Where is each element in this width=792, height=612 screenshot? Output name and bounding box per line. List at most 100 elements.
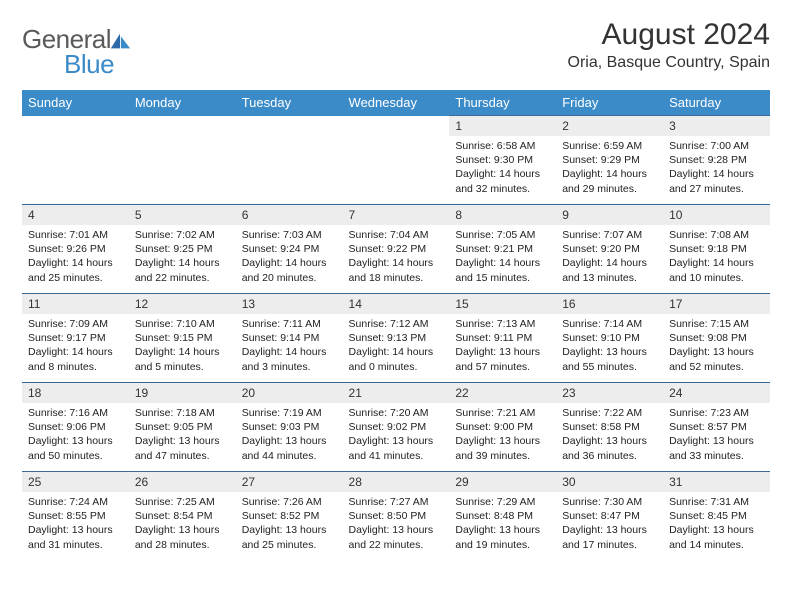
brand-logo: GeneralBlue: [22, 24, 131, 80]
day-cell: 17Sunrise: 7:15 AMSunset: 9:08 PMDayligh…: [663, 294, 770, 383]
day-number: 27: [236, 472, 343, 492]
day-number: 11: [22, 294, 129, 314]
day-cell: 18Sunrise: 7:16 AMSunset: 9:06 PMDayligh…: [22, 383, 129, 472]
day-details: Sunrise: 7:15 AMSunset: 9:08 PMDaylight:…: [663, 314, 770, 378]
day-cell: 31Sunrise: 7:31 AMSunset: 8:45 PMDayligh…: [663, 472, 770, 561]
day-details: Sunrise: 7:26 AMSunset: 8:52 PMDaylight:…: [236, 492, 343, 556]
day-number: 25: [22, 472, 129, 492]
day-details: Sunrise: 7:08 AMSunset: 9:18 PMDaylight:…: [663, 225, 770, 289]
weekday-header-row: SundayMondayTuesdayWednesdayThursdayFrid…: [22, 90, 770, 116]
day-cell: 21Sunrise: 7:20 AMSunset: 9:02 PMDayligh…: [343, 383, 450, 472]
day-cell: 19Sunrise: 7:18 AMSunset: 9:05 PMDayligh…: [129, 383, 236, 472]
day-details: Sunrise: 7:14 AMSunset: 9:10 PMDaylight:…: [556, 314, 663, 378]
day-details: Sunrise: 7:03 AMSunset: 9:24 PMDaylight:…: [236, 225, 343, 289]
day-cell: 11Sunrise: 7:09 AMSunset: 9:17 PMDayligh…: [22, 294, 129, 383]
header: GeneralBlue August 2024 Oria, Basque Cou…: [22, 18, 770, 80]
day-number: 14: [343, 294, 450, 314]
day-details: Sunrise: 7:25 AMSunset: 8:54 PMDaylight:…: [129, 492, 236, 556]
day-cell: 23Sunrise: 7:22 AMSunset: 8:58 PMDayligh…: [556, 383, 663, 472]
day-cell: 28Sunrise: 7:27 AMSunset: 8:50 PMDayligh…: [343, 472, 450, 561]
weekday-header: Tuesday: [236, 90, 343, 116]
day-cell: 14Sunrise: 7:12 AMSunset: 9:13 PMDayligh…: [343, 294, 450, 383]
weekday-header: Monday: [129, 90, 236, 116]
day-details: Sunrise: 7:10 AMSunset: 9:15 PMDaylight:…: [129, 314, 236, 378]
day-cell: 8Sunrise: 7:05 AMSunset: 9:21 PMDaylight…: [449, 205, 556, 294]
empty-cell: [343, 116, 450, 205]
empty-cell: [22, 116, 129, 205]
day-cell: 12Sunrise: 7:10 AMSunset: 9:15 PMDayligh…: [129, 294, 236, 383]
day-number: 2: [556, 116, 663, 136]
day-details: Sunrise: 7:18 AMSunset: 9:05 PMDaylight:…: [129, 403, 236, 467]
day-details: Sunrise: 7:20 AMSunset: 9:02 PMDaylight:…: [343, 403, 450, 467]
brand-name-2: Blue: [64, 49, 131, 80]
day-number: 17: [663, 294, 770, 314]
day-number: 10: [663, 205, 770, 225]
day-details: Sunrise: 7:04 AMSunset: 9:22 PMDaylight:…: [343, 225, 450, 289]
day-cell: 20Sunrise: 7:19 AMSunset: 9:03 PMDayligh…: [236, 383, 343, 472]
day-details: Sunrise: 7:11 AMSunset: 9:14 PMDaylight:…: [236, 314, 343, 378]
day-details: Sunrise: 7:09 AMSunset: 9:17 PMDaylight:…: [22, 314, 129, 378]
day-number: 8: [449, 205, 556, 225]
day-cell: 1Sunrise: 6:58 AMSunset: 9:30 PMDaylight…: [449, 116, 556, 205]
day-cell: 30Sunrise: 7:30 AMSunset: 8:47 PMDayligh…: [556, 472, 663, 561]
day-cell: 2Sunrise: 6:59 AMSunset: 9:29 PMDaylight…: [556, 116, 663, 205]
day-number: 29: [449, 472, 556, 492]
day-details: Sunrise: 7:05 AMSunset: 9:21 PMDaylight:…: [449, 225, 556, 289]
day-number: 26: [129, 472, 236, 492]
location-subtitle: Oria, Basque Country, Spain: [568, 54, 770, 72]
day-details: Sunrise: 7:21 AMSunset: 9:00 PMDaylight:…: [449, 403, 556, 467]
day-details: Sunrise: 7:12 AMSunset: 9:13 PMDaylight:…: [343, 314, 450, 378]
day-number: 19: [129, 383, 236, 403]
day-details: Sunrise: 7:22 AMSunset: 8:58 PMDaylight:…: [556, 403, 663, 467]
day-number: 22: [449, 383, 556, 403]
day-cell: 5Sunrise: 7:02 AMSunset: 9:25 PMDaylight…: [129, 205, 236, 294]
weekday-header: Thursday: [449, 90, 556, 116]
calendar-body: 1Sunrise: 6:58 AMSunset: 9:30 PMDaylight…: [22, 116, 770, 561]
day-number: 16: [556, 294, 663, 314]
empty-cell: [129, 116, 236, 205]
day-details: Sunrise: 7:31 AMSunset: 8:45 PMDaylight:…: [663, 492, 770, 556]
day-number: 20: [236, 383, 343, 403]
day-number: 3: [663, 116, 770, 136]
day-details: Sunrise: 7:13 AMSunset: 9:11 PMDaylight:…: [449, 314, 556, 378]
day-details: Sunrise: 7:24 AMSunset: 8:55 PMDaylight:…: [22, 492, 129, 556]
day-details: Sunrise: 6:58 AMSunset: 9:30 PMDaylight:…: [449, 136, 556, 200]
day-number: 31: [663, 472, 770, 492]
empty-cell: [236, 116, 343, 205]
day-cell: 7Sunrise: 7:04 AMSunset: 9:22 PMDaylight…: [343, 205, 450, 294]
day-cell: 13Sunrise: 7:11 AMSunset: 9:14 PMDayligh…: [236, 294, 343, 383]
day-details: Sunrise: 7:23 AMSunset: 8:57 PMDaylight:…: [663, 403, 770, 467]
day-number: 9: [556, 205, 663, 225]
day-number: 18: [22, 383, 129, 403]
day-number: 12: [129, 294, 236, 314]
day-number: 24: [663, 383, 770, 403]
day-details: Sunrise: 7:01 AMSunset: 9:26 PMDaylight:…: [22, 225, 129, 289]
day-details: Sunrise: 7:19 AMSunset: 9:03 PMDaylight:…: [236, 403, 343, 467]
weekday-header: Friday: [556, 90, 663, 116]
day-details: Sunrise: 7:27 AMSunset: 8:50 PMDaylight:…: [343, 492, 450, 556]
day-cell: 6Sunrise: 7:03 AMSunset: 9:24 PMDaylight…: [236, 205, 343, 294]
day-cell: 25Sunrise: 7:24 AMSunset: 8:55 PMDayligh…: [22, 472, 129, 561]
day-cell: 24Sunrise: 7:23 AMSunset: 8:57 PMDayligh…: [663, 383, 770, 472]
day-details: Sunrise: 7:16 AMSunset: 9:06 PMDaylight:…: [22, 403, 129, 467]
day-number: 1: [449, 116, 556, 136]
sail-icon: [109, 31, 131, 51]
page-title: August 2024: [568, 18, 770, 52]
day-cell: 26Sunrise: 7:25 AMSunset: 8:54 PMDayligh…: [129, 472, 236, 561]
day-details: Sunrise: 7:00 AMSunset: 9:28 PMDaylight:…: [663, 136, 770, 200]
day-details: Sunrise: 7:29 AMSunset: 8:48 PMDaylight:…: [449, 492, 556, 556]
day-number: 15: [449, 294, 556, 314]
day-cell: 9Sunrise: 7:07 AMSunset: 9:20 PMDaylight…: [556, 205, 663, 294]
day-cell: 4Sunrise: 7:01 AMSunset: 9:26 PMDaylight…: [22, 205, 129, 294]
day-number: 6: [236, 205, 343, 225]
day-cell: 3Sunrise: 7:00 AMSunset: 9:28 PMDaylight…: [663, 116, 770, 205]
day-cell: 15Sunrise: 7:13 AMSunset: 9:11 PMDayligh…: [449, 294, 556, 383]
day-details: Sunrise: 7:02 AMSunset: 9:25 PMDaylight:…: [129, 225, 236, 289]
day-cell: 29Sunrise: 7:29 AMSunset: 8:48 PMDayligh…: [449, 472, 556, 561]
day-number: 5: [129, 205, 236, 225]
day-number: 30: [556, 472, 663, 492]
weekday-header: Wednesday: [343, 90, 450, 116]
day-details: Sunrise: 7:07 AMSunset: 9:20 PMDaylight:…: [556, 225, 663, 289]
day-number: 21: [343, 383, 450, 403]
day-number: 13: [236, 294, 343, 314]
